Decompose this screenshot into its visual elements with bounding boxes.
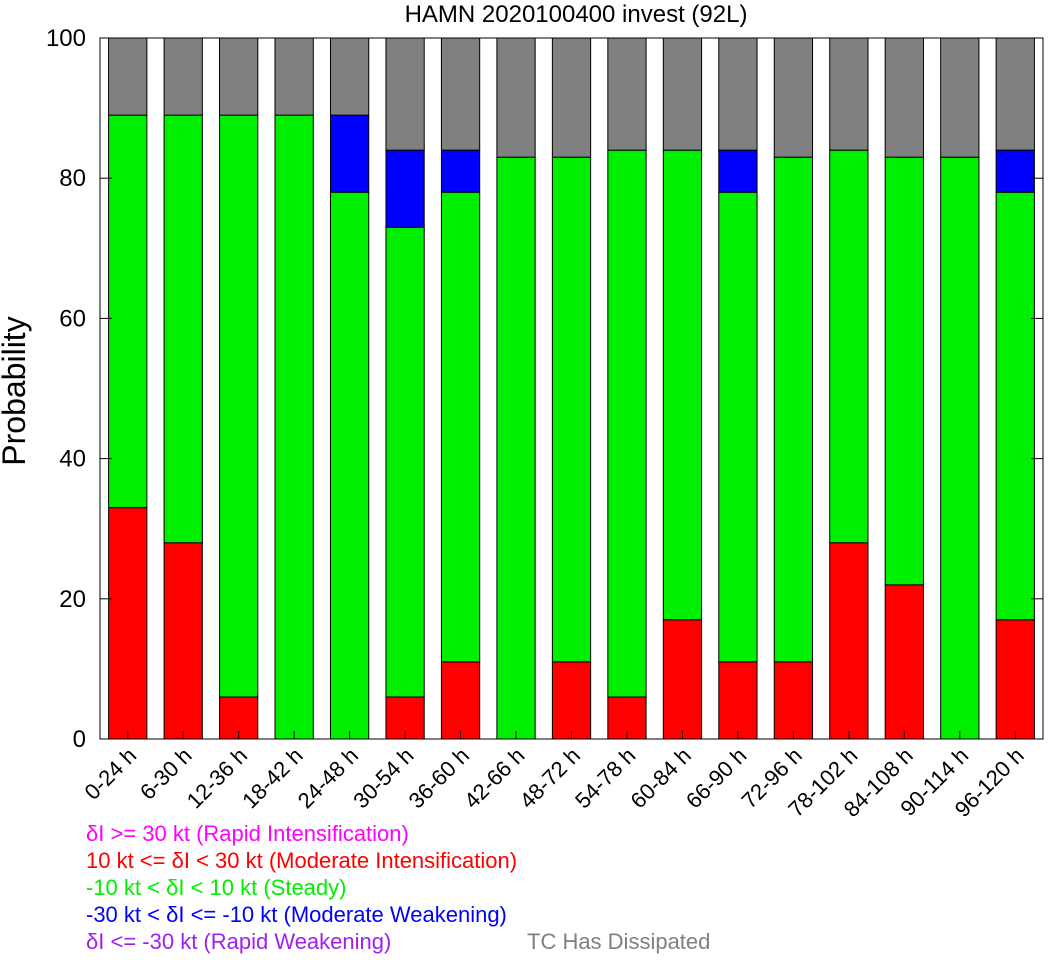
- bar-segment-15-2: [940, 156, 980, 740]
- bar-segment-14-1: [884, 584, 924, 740]
- bar-segment-13-2: [829, 149, 869, 544]
- bar-segment-7-2: [496, 156, 536, 740]
- bar-segment-6-3: [440, 149, 481, 193]
- bar-segment-5-3: [385, 149, 425, 228]
- bar-segment-3-5: [274, 37, 314, 116]
- bar-segment-8-1: [551, 661, 592, 740]
- bar-segment-1-2: [163, 114, 203, 544]
- x-tick-label: 48-72 h: [515, 743, 585, 813]
- bar-segment-12-1: [773, 661, 814, 740]
- legend-entry: δI >= 30 kt (Rapid Intensification): [86, 821, 409, 846]
- y-tick-label: 20: [59, 586, 86, 613]
- x-tick-label: 42-66 h: [459, 743, 529, 813]
- bar-segment-4-2: [329, 191, 370, 740]
- bar-segment-14-2: [884, 156, 924, 586]
- bar-segment-4-5: [329, 37, 370, 116]
- bar-segment-16-5: [995, 37, 1035, 151]
- bar-segment-0-5: [108, 37, 148, 116]
- bar-segment-12-2: [773, 156, 814, 663]
- bar-segment-0-1: [108, 507, 148, 740]
- bar-segment-1-5: [163, 37, 203, 116]
- legend-entry: δI <= -30 kt (Rapid Weakening): [86, 929, 392, 954]
- bar-segment-10-1: [662, 619, 703, 740]
- y-tick-label: 100: [46, 25, 86, 52]
- bar-segment-1-1: [163, 542, 203, 740]
- bar-segment-12-5: [773, 37, 814, 158]
- bar-segment-3-2: [274, 114, 314, 740]
- bar-segment-6-1: [440, 661, 481, 740]
- bar-segment-11-2: [718, 191, 758, 663]
- bar-segment-8-2: [551, 156, 592, 663]
- bar-segment-11-3: [718, 149, 758, 193]
- y-axis-label: Probability: [0, 316, 32, 465]
- bar-segment-16-3: [995, 149, 1035, 193]
- bar-segment-9-5: [607, 37, 647, 151]
- y-tick-label: 40: [59, 446, 86, 473]
- bar-segment-13-5: [829, 37, 869, 151]
- x-tick-label: 36-60 h: [404, 743, 474, 813]
- legend-entry: -10 kt < δI < 10 kt (Steady): [86, 875, 347, 900]
- y-tick-label: 80: [59, 165, 86, 192]
- y-tick-label: 60: [59, 305, 86, 332]
- bar-segment-15-5: [940, 37, 980, 158]
- bar-segment-2-2: [219, 114, 259, 698]
- x-tick-label: 54-78 h: [570, 743, 640, 813]
- legend-entry: TC Has Dissipated: [527, 929, 711, 954]
- x-tick-label: 24-48 h: [293, 743, 363, 813]
- bar-segment-10-2: [662, 149, 703, 621]
- bar-segment-5-2: [385, 226, 425, 698]
- bar-segment-4-3: [329, 114, 370, 193]
- legend-entry: -30 kt < δI <= -10 kt (Moderate Weakenin…: [86, 902, 507, 927]
- bar-segment-10-5: [662, 37, 703, 151]
- bar-segment-9-2: [607, 149, 647, 698]
- x-tick-label: 66-90 h: [681, 743, 751, 813]
- y-tick-label: 0: [73, 726, 86, 753]
- bar-segment-6-5: [440, 37, 481, 151]
- x-tick-label: 12-36 h: [182, 743, 252, 813]
- bar-segment-11-5: [718, 37, 758, 151]
- bar-segment-7-5: [496, 37, 536, 158]
- x-tick-label: 18-42 h: [237, 743, 307, 813]
- bar-segment-0-2: [108, 114, 148, 509]
- chart-title: HAMN 2020100400 invest (92L): [405, 1, 748, 28]
- bar-segment-5-5: [385, 37, 425, 151]
- x-tick-label: 30-54 h: [348, 743, 418, 813]
- bar-segment-6-2: [440, 191, 481, 663]
- x-tick-label: 60-84 h: [626, 743, 696, 813]
- bar-segment-8-5: [551, 37, 592, 158]
- bar-segment-11-1: [718, 661, 758, 740]
- legend-entry: 10 kt <= δI < 30 kt (Moderate Intensific…: [86, 848, 518, 873]
- x-tick-label: 0-24 h: [79, 743, 141, 805]
- bar-segment-2-5: [219, 37, 259, 116]
- bar-segment-14-5: [884, 37, 924, 158]
- bar-segment-13-1: [829, 542, 869, 740]
- plot-frame: [99, 37, 1044, 740]
- bars-layer: [108, 37, 1035, 740]
- bar-segment-16-1: [995, 619, 1035, 740]
- bar-segment-16-2: [995, 191, 1035, 621]
